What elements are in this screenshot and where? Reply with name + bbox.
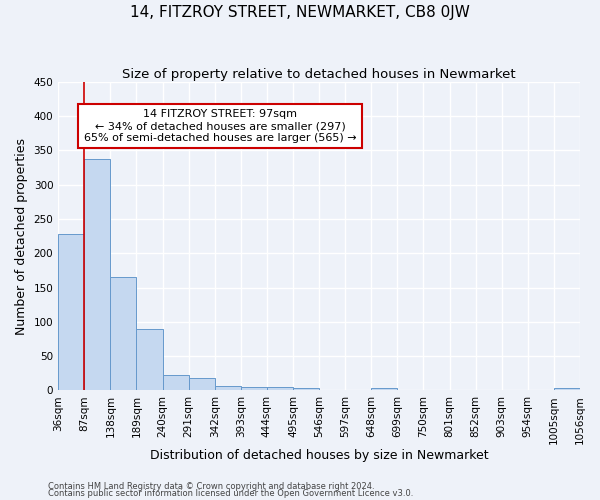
Text: 14 FITZROY STREET: 97sqm
← 34% of detached houses are smaller (297)
65% of semi-: 14 FITZROY STREET: 97sqm ← 34% of detach…	[83, 110, 356, 142]
Bar	[163, 374, 188, 390]
Y-axis label: Number of detached properties: Number of detached properties	[15, 138, 28, 334]
Bar	[58, 234, 84, 390]
Bar	[267, 387, 293, 390]
Bar	[371, 388, 397, 390]
Bar	[110, 277, 136, 390]
Title: Size of property relative to detached houses in Newmarket: Size of property relative to detached ho…	[122, 68, 516, 80]
Text: Contains public sector information licensed under the Open Government Licence v3: Contains public sector information licen…	[48, 489, 413, 498]
Text: 14, FITZROY STREET, NEWMARKET, CB8 0JW: 14, FITZROY STREET, NEWMARKET, CB8 0JW	[130, 5, 470, 20]
Bar	[293, 388, 319, 390]
Bar	[136, 328, 163, 390]
Bar	[188, 378, 215, 390]
X-axis label: Distribution of detached houses by size in Newmarket: Distribution of detached houses by size …	[150, 450, 488, 462]
Bar	[554, 388, 580, 390]
Bar	[215, 386, 241, 390]
Bar	[241, 387, 267, 390]
Bar	[84, 158, 110, 390]
Text: Contains HM Land Registry data © Crown copyright and database right 2024.: Contains HM Land Registry data © Crown c…	[48, 482, 374, 491]
